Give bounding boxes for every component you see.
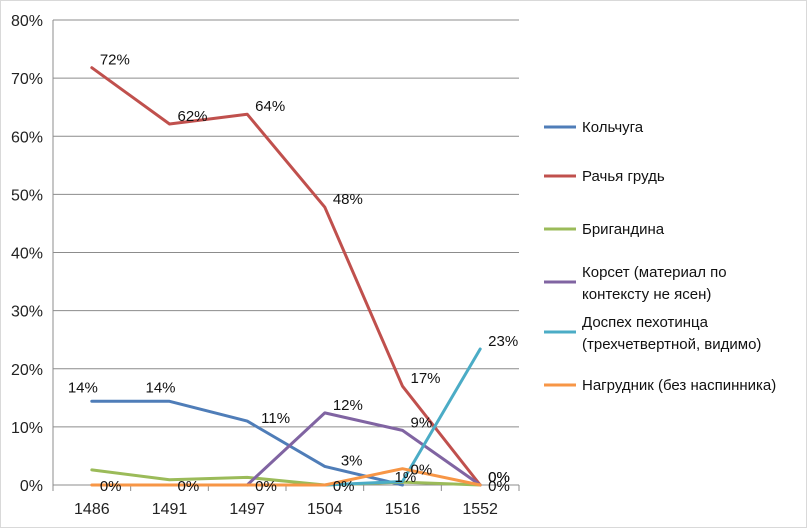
data-label: 23% <box>488 333 518 350</box>
data-label: 62% <box>178 108 208 125</box>
data-label: 48% <box>333 191 363 208</box>
legend-label: Бригандина <box>582 221 665 238</box>
legend-label: Рачья грудь <box>582 168 665 185</box>
y-tick-label: 0% <box>20 478 43 495</box>
x-tick-label: 1491 <box>152 501 188 518</box>
y-tick-label: 50% <box>11 187 43 204</box>
legend-label: контексту не ясен) <box>582 286 711 303</box>
data-label: 0% <box>100 478 122 495</box>
y-tick-label: 40% <box>11 246 43 263</box>
x-tick-label: 1516 <box>385 501 421 518</box>
data-label: 14% <box>146 379 176 396</box>
y-tick-label: 70% <box>11 71 43 88</box>
x-tick-label: 1497 <box>229 501 265 518</box>
y-tick-label: 80% <box>11 13 43 30</box>
legend-label: (трехчетвертной, видимо) <box>582 336 761 353</box>
data-label: 11% <box>261 410 290 427</box>
y-tick-label: 10% <box>11 420 43 437</box>
legend-label: Корсет (материал по <box>582 264 727 281</box>
series-line-5 <box>323 347 482 487</box>
x-tick-label: 1504 <box>307 501 343 518</box>
data-label: 0% <box>488 478 510 495</box>
data-label: 0% <box>333 478 355 495</box>
series-line-6 <box>90 467 482 487</box>
legend-label: Нагрудник (без наспинника) <box>582 377 776 394</box>
data-label: 64% <box>255 98 285 115</box>
series-line-2 <box>90 66 482 487</box>
data-label: 0% <box>488 469 510 486</box>
y-tick-label: 60% <box>11 129 43 146</box>
legend-label: Доспех пехотинца <box>582 314 709 331</box>
x-tick-label: 1552 <box>462 501 498 518</box>
data-label: 72% <box>100 52 130 69</box>
x-tick-label: 1486 <box>74 501 110 518</box>
data-label: 0% <box>488 469 510 486</box>
data-label: 0% <box>411 462 433 479</box>
legend-label: Кольчуга <box>582 119 644 136</box>
data-label: 3% <box>341 452 363 469</box>
y-tick-label: 20% <box>11 362 43 379</box>
data-label: 14% <box>68 379 98 396</box>
data-label: 0% <box>255 478 277 495</box>
y-tick-label: 30% <box>11 304 43 321</box>
series-line-4 <box>245 411 482 487</box>
data-label: 12% <box>333 397 363 414</box>
data-label: 0% <box>178 478 200 495</box>
data-label: 9% <box>411 414 433 431</box>
data-label: 1% <box>395 469 417 486</box>
series-line-1 <box>90 399 404 487</box>
series-line-3 <box>90 468 482 487</box>
data-label: 17% <box>411 370 441 387</box>
